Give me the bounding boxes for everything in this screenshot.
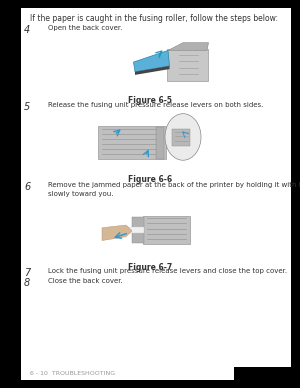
FancyBboxPatch shape xyxy=(98,126,166,159)
Polygon shape xyxy=(102,225,132,241)
Polygon shape xyxy=(135,66,169,75)
Bar xyxy=(234,367,300,388)
Text: Close the back cover.: Close the back cover. xyxy=(48,278,123,284)
Text: Figure 6-7: Figure 6-7 xyxy=(128,263,172,272)
Text: 4: 4 xyxy=(24,25,30,35)
Text: 6 - 10  TROUBLESHOOTING: 6 - 10 TROUBLESHOOTING xyxy=(30,371,115,376)
FancyBboxPatch shape xyxy=(172,129,190,146)
Text: Open the back cover.: Open the back cover. xyxy=(48,25,122,31)
Text: Figure 6-5: Figure 6-5 xyxy=(128,96,172,105)
FancyBboxPatch shape xyxy=(143,216,190,244)
Text: 7: 7 xyxy=(24,268,30,279)
Text: Remove the jammed paper at the back of the printer by holding it with both hands: Remove the jammed paper at the back of t… xyxy=(48,182,300,187)
FancyBboxPatch shape xyxy=(132,217,144,243)
FancyBboxPatch shape xyxy=(156,127,164,159)
Polygon shape xyxy=(168,43,208,50)
Text: slowly toward you.: slowly toward you. xyxy=(48,191,113,197)
Polygon shape xyxy=(111,227,144,233)
Text: 5: 5 xyxy=(24,102,30,112)
Bar xyxy=(21,8,291,380)
Text: Figure 6-6: Figure 6-6 xyxy=(128,175,172,184)
Text: Release the fusing unit pressure release levers on both sides.: Release the fusing unit pressure release… xyxy=(48,102,263,107)
Text: 6: 6 xyxy=(24,182,30,192)
Circle shape xyxy=(165,114,201,160)
Text: Lock the fusing unit pressure release levers and close the top cover.: Lock the fusing unit pressure release le… xyxy=(48,268,287,274)
Polygon shape xyxy=(134,50,169,72)
Text: If the paper is caught in the fusing roller, follow the steps below:: If the paper is caught in the fusing rol… xyxy=(30,14,278,23)
Text: 8: 8 xyxy=(24,278,30,288)
FancyBboxPatch shape xyxy=(167,49,208,81)
